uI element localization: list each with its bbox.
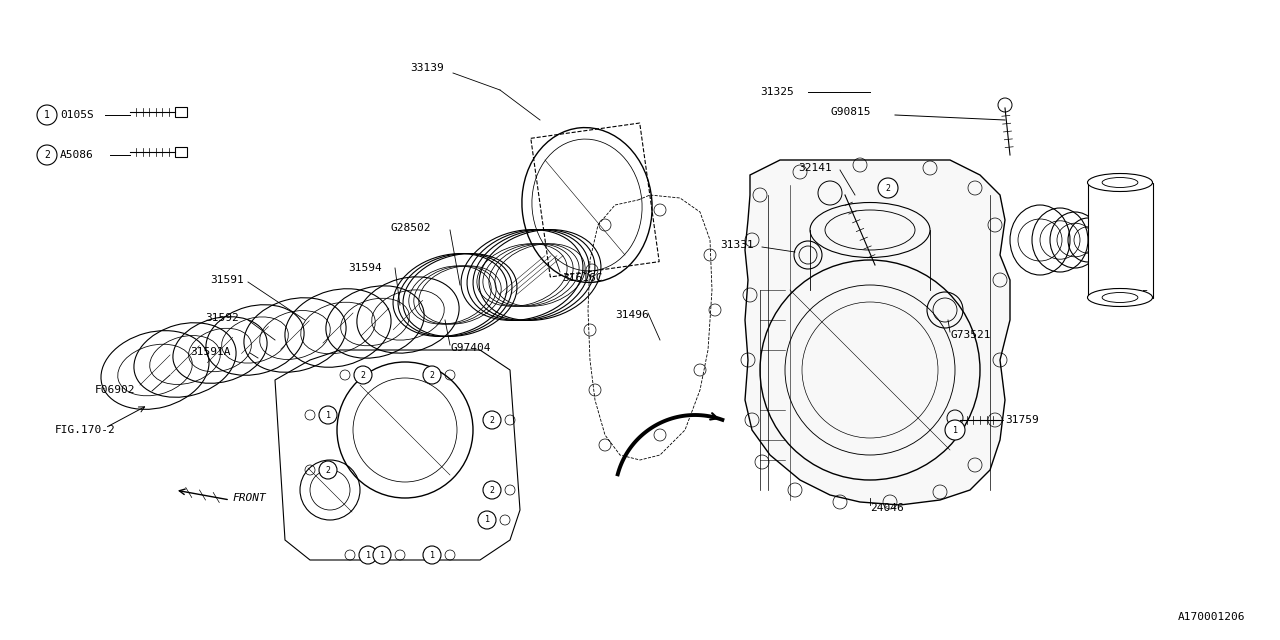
- Circle shape: [422, 546, 442, 564]
- Circle shape: [878, 178, 899, 198]
- Circle shape: [319, 461, 337, 479]
- Text: 1: 1: [44, 110, 50, 120]
- Text: 2: 2: [361, 371, 366, 380]
- Circle shape: [37, 105, 58, 125]
- Text: F06902: F06902: [95, 385, 136, 395]
- Text: 1: 1: [325, 410, 330, 419]
- Text: G90815: G90815: [829, 107, 870, 117]
- Text: 1: 1: [366, 550, 370, 559]
- Text: 31331: 31331: [721, 240, 754, 250]
- Text: 2: 2: [886, 184, 891, 193]
- Text: 31591A: 31591A: [189, 347, 230, 357]
- Circle shape: [477, 511, 497, 529]
- Text: 32141: 32141: [797, 163, 832, 173]
- Text: 1: 1: [485, 515, 489, 525]
- Circle shape: [483, 411, 500, 429]
- Text: FRONT: FRONT: [232, 493, 266, 503]
- Bar: [175, 147, 187, 157]
- Text: A5086: A5086: [60, 150, 93, 160]
- Text: 31759: 31759: [1005, 415, 1039, 425]
- Text: 32135: 32135: [1115, 290, 1148, 300]
- Text: G97404: G97404: [451, 343, 490, 353]
- Polygon shape: [275, 350, 520, 560]
- Polygon shape: [745, 160, 1010, 505]
- Circle shape: [358, 546, 378, 564]
- Circle shape: [372, 546, 390, 564]
- Text: 31496: 31496: [614, 310, 649, 320]
- Ellipse shape: [1088, 289, 1152, 307]
- Bar: [175, 107, 187, 117]
- Circle shape: [422, 366, 442, 384]
- Text: A170001206: A170001206: [1178, 612, 1245, 622]
- Circle shape: [945, 420, 965, 440]
- Text: 31592: 31592: [205, 313, 239, 323]
- Text: 2: 2: [489, 486, 494, 495]
- Circle shape: [355, 366, 372, 384]
- Text: 1: 1: [952, 426, 957, 435]
- Circle shape: [37, 145, 58, 165]
- Bar: [1088, 182, 1152, 298]
- Text: 31591: 31591: [210, 275, 243, 285]
- Circle shape: [319, 406, 337, 424]
- Ellipse shape: [1088, 173, 1152, 191]
- Text: 31616C: 31616C: [562, 273, 603, 283]
- Text: 31594: 31594: [348, 263, 381, 273]
- Text: 2: 2: [44, 150, 50, 160]
- Text: 24046: 24046: [870, 503, 904, 513]
- Text: 2: 2: [489, 415, 494, 424]
- Text: G73521: G73521: [950, 330, 991, 340]
- Text: 1: 1: [430, 550, 434, 559]
- Text: 33139: 33139: [410, 63, 444, 73]
- Text: 31325: 31325: [760, 87, 794, 97]
- Text: 2: 2: [430, 371, 434, 380]
- Text: FIG.170-2: FIG.170-2: [55, 425, 115, 435]
- Text: 1: 1: [379, 550, 384, 559]
- Text: 2: 2: [325, 465, 330, 474]
- Bar: [531, 123, 659, 277]
- Text: G28502: G28502: [390, 223, 430, 233]
- Text: 0105S: 0105S: [60, 110, 93, 120]
- Circle shape: [483, 481, 500, 499]
